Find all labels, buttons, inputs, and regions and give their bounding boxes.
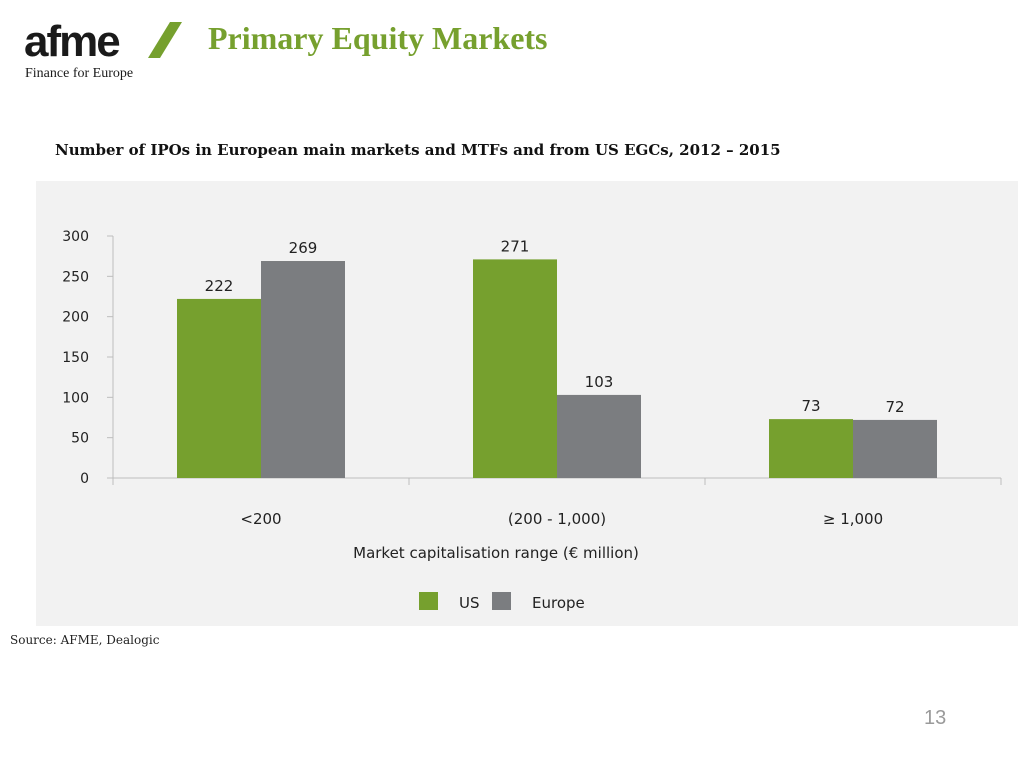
- chart-legend: US Europe: [419, 592, 585, 612]
- x-tick-label: ≥ 1,000: [823, 510, 883, 528]
- bar-europe-3: [853, 419, 937, 478]
- bar-us-2: [473, 259, 557, 478]
- logo-wordmark: afme: [24, 17, 121, 66]
- data-label-europe-3: 72: [885, 398, 904, 416]
- data-label-us-2: 271: [501, 237, 530, 255]
- data-label-us-3: 73: [801, 397, 820, 415]
- x-axis-label: Market capitalisation range (€ million): [353, 544, 639, 562]
- bar-us-3: [769, 419, 853, 478]
- chart-panel: 0 50 100 150 200 250 300 222 269 <200 271 103 (200 …: [36, 181, 1018, 626]
- legend-swatch-us: [419, 592, 438, 610]
- y-tick-label: 50: [71, 431, 89, 447]
- logo-slash-icon: [148, 22, 182, 58]
- x-tick-label: (200 - 1,000): [508, 510, 606, 528]
- bar-us-1: [177, 298, 261, 478]
- chart-bars: [177, 259, 937, 478]
- y-tick-label: 150: [62, 350, 89, 366]
- y-tick-label: 300: [62, 229, 89, 245]
- y-tick-label: 200: [62, 310, 89, 326]
- legend-label-us: US: [459, 594, 480, 612]
- y-tick-label: 100: [62, 390, 89, 406]
- x-tick-label: <200: [240, 510, 281, 528]
- y-tick-label: 250: [62, 269, 89, 285]
- y-tick-label: 0: [80, 471, 89, 487]
- source-note: Source: AFME, Dealogic: [10, 633, 160, 647]
- bar-chart: 0 50 100 150 200 250 300 222 269 <200 271 103 (200 …: [62, 229, 1002, 612]
- legend-label-europe: Europe: [532, 594, 585, 612]
- afme-logo: afme Finance for Europe: [24, 20, 184, 86]
- data-label-europe-1: 269: [289, 239, 318, 257]
- data-label-us-1: 222: [205, 277, 234, 295]
- data-label-europe-2: 103: [585, 373, 614, 391]
- chart-labels: 222 269 <200 271 103 (200 - 1,000) 73 72 ≥ 1,000: [205, 237, 905, 528]
- bar-europe-1: [261, 261, 345, 478]
- page-number: 13: [924, 707, 947, 729]
- legend-swatch-europe: [492, 592, 511, 610]
- chart-title: Number of IPOs in European main markets …: [55, 141, 781, 159]
- page-title: Primary Equity Markets: [208, 20, 548, 56]
- logo-tagline: Finance for Europe: [25, 66, 134, 81]
- bar-europe-2: [557, 394, 641, 478]
